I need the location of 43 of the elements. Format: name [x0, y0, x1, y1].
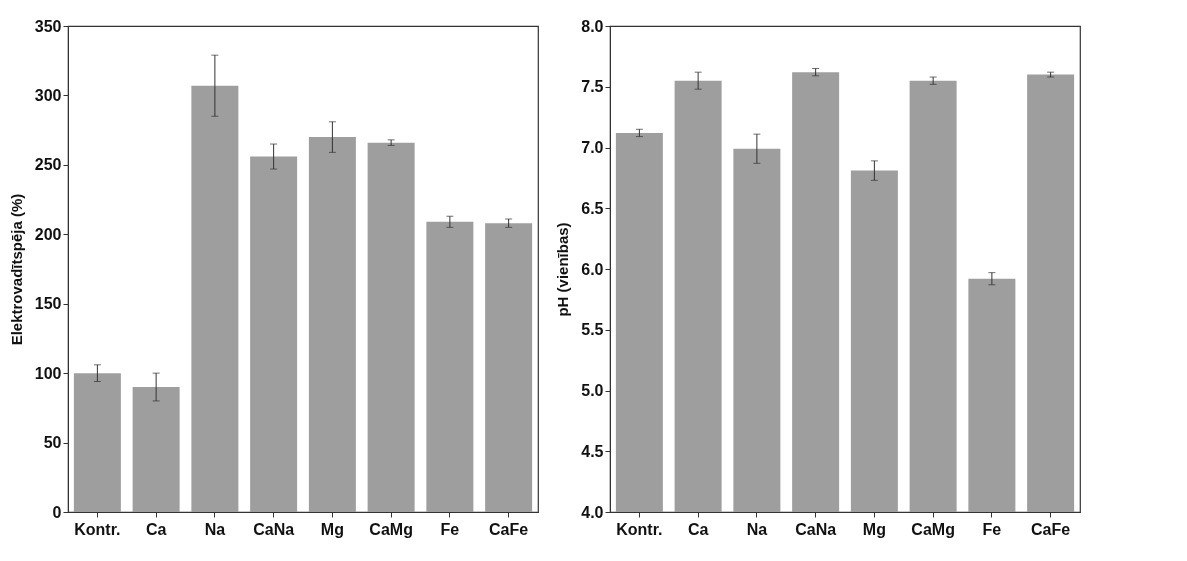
x-tick-label: Fe [982, 520, 1002, 538]
y-tick-label: 7.0 [581, 139, 604, 156]
bar [367, 142, 415, 512]
y-tick-label: 100 [34, 364, 62, 382]
y-tick-label: 150 [34, 295, 62, 313]
x-tick-label: Ca [145, 520, 167, 538]
y-tick-label: 350 [34, 17, 62, 35]
x-tick-label: CaNa [795, 520, 837, 538]
x-tick-label: Kontr. [74, 520, 121, 538]
x-tick-label: CaFe [489, 520, 529, 538]
y-tick-label: 7.5 [581, 78, 604, 96]
x-tick-label: CaMg [369, 520, 413, 538]
x-tick-label: Kontr. [616, 520, 663, 538]
x-tick-label: CaFe [1031, 520, 1071, 538]
bar [191, 85, 239, 512]
y-tick-label: 50 [43, 434, 62, 452]
x-tick-label: Na [204, 520, 226, 538]
y-tick-label: 250 [34, 156, 62, 174]
y-tick-label: 300 [34, 86, 62, 104]
y-tick-label: 6.5 [581, 199, 604, 217]
y-tick-label: 4.0 [581, 503, 604, 521]
y-tick-label: 5.5 [581, 321, 604, 339]
y-tick-label: 4.5 [581, 442, 604, 460]
bar [132, 387, 180, 512]
x-tick-label: CaNa [253, 520, 295, 538]
bar [308, 137, 356, 512]
y-tick-label: 5.0 [581, 382, 604, 399]
bar [250, 156, 298, 512]
bar [485, 223, 533, 512]
y-axis-title: Elektrovadītspēja (%) [7, 193, 25, 346]
bar [73, 373, 121, 512]
y-axis-title: pH (vienības) [554, 222, 572, 317]
y-tick-label: 0 [52, 503, 62, 521]
x-tick-label: Mg [320, 520, 344, 538]
x-tick-label: Fe [440, 520, 460, 538]
bar [426, 221, 474, 512]
x-tick-label: Mg [862, 520, 886, 538]
x-tick-label: Ca [687, 520, 709, 538]
y-tick-label: 200 [34, 225, 62, 243]
x-tick-label: CaMg [911, 520, 955, 538]
x-tick-label: Na [746, 520, 768, 538]
y-tick-label: 6.0 [581, 260, 604, 278]
y-tick-label: 8.0 [581, 17, 604, 35]
